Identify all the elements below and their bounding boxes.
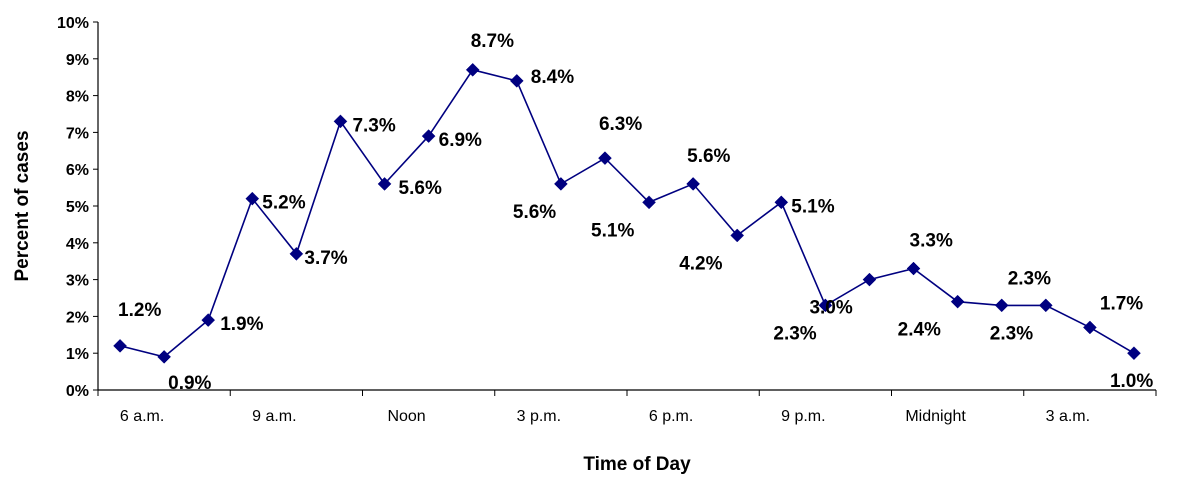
- data-label: 1.7%: [1100, 293, 1143, 314]
- data-label: 2.3%: [1008, 268, 1051, 289]
- data-point: [289, 246, 304, 261]
- data-label: 8.4%: [531, 67, 574, 88]
- y-tick-label: 8%: [66, 89, 89, 106]
- data-point: [201, 313, 216, 327]
- data-label: 2.3%: [773, 323, 816, 344]
- y-tick-label: 7%: [66, 125, 89, 142]
- y-tick-label: 5%: [66, 199, 89, 216]
- data-label: 3.7%: [304, 248, 347, 269]
- data-labels: 1.2% 0.9% 1.9% 5.2% 3.7% 7.3% 5.6% 6.9% 8.7% 8.4%…: [118, 31, 1153, 394]
- y-axis-title: Percent of cases: [12, 130, 33, 281]
- data-label: 8.7%: [471, 31, 514, 52]
- data-point: [157, 350, 171, 364]
- data-label: 1.0%: [1110, 371, 1153, 392]
- data-point: [774, 195, 789, 210]
- y-tick-label: 6%: [66, 162, 89, 179]
- y-tick-label: 9%: [66, 52, 89, 69]
- data-point: [686, 177, 700, 191]
- data-label: 6.3%: [599, 114, 642, 135]
- data-label: 1.9%: [220, 314, 263, 335]
- data-point: [818, 298, 833, 313]
- data-label: 0.9%: [168, 373, 211, 394]
- x-tick-label: 9 a.m.: [252, 408, 296, 425]
- data-label: 3.3%: [910, 231, 953, 252]
- x-tick-label: 6 a.m.: [120, 408, 164, 425]
- data-point: [113, 338, 127, 353]
- y-tick-label: 3%: [66, 273, 89, 290]
- data-label: 5.1%: [791, 196, 834, 217]
- data-point: [465, 62, 480, 77]
- data-label: 2.3%: [990, 323, 1033, 344]
- x-tick-label: 6 p.m.: [649, 408, 693, 425]
- series-group: [113, 62, 1141, 364]
- y-tick-label: 0%: [66, 383, 89, 400]
- data-point: [950, 294, 965, 309]
- data-label: 5.1%: [591, 220, 634, 241]
- x-tick-label: 9 p.m.: [781, 408, 825, 425]
- data-point: [245, 191, 260, 206]
- data-point: [509, 74, 524, 88]
- data-label: 5.6%: [513, 202, 556, 223]
- series-line: [119, 68, 1135, 358]
- x-axis-title: Time of Day: [583, 454, 691, 475]
- data-point: [421, 129, 436, 143]
- data-point: [862, 272, 877, 287]
- y-tick-label: 4%: [66, 236, 89, 253]
- data-point: [642, 195, 656, 210]
- x-tick-label: 3 p.m.: [517, 408, 561, 425]
- data-label: 5.6%: [399, 178, 442, 199]
- data-label: 7.3%: [352, 115, 395, 136]
- data-label: 4.2%: [679, 253, 722, 274]
- data-label: 5.6%: [687, 146, 730, 167]
- data-label: 5.2%: [262, 193, 305, 214]
- x-axis-ticks: 6 a.m. 9 a.m. Noon 3 p.m. 6 p.m. 9 p.m. Midnig…: [97, 390, 1157, 425]
- data-point: [906, 261, 921, 276]
- data-label: 6.9%: [439, 130, 482, 151]
- x-tick-label: 3 a.m.: [1046, 408, 1090, 425]
- data-label: 3.0%: [809, 298, 852, 319]
- data-point: [994, 298, 1009, 313]
- x-tick-label: Noon: [387, 408, 425, 425]
- y-axis-ticks: 0% 1% 2% 3% 4% 5% 6% 7% 8% 9% 10%: [57, 15, 98, 400]
- data-label: 2.4%: [898, 320, 941, 341]
- data-point: [598, 151, 612, 166]
- data-label: 1.2%: [118, 300, 161, 321]
- x-tick-label: Midnight: [905, 408, 966, 425]
- data-point: [1127, 346, 1141, 361]
- data-point: [1083, 320, 1097, 335]
- data-point: [377, 177, 392, 191]
- data-point: [333, 114, 348, 129]
- data-point: [730, 228, 745, 243]
- data-point: [1038, 298, 1053, 313]
- y-tick-label: 2%: [66, 309, 89, 326]
- data-point: [554, 177, 568, 191]
- y-tick-label: 1%: [66, 346, 89, 363]
- y-tick-label: 10%: [57, 15, 89, 32]
